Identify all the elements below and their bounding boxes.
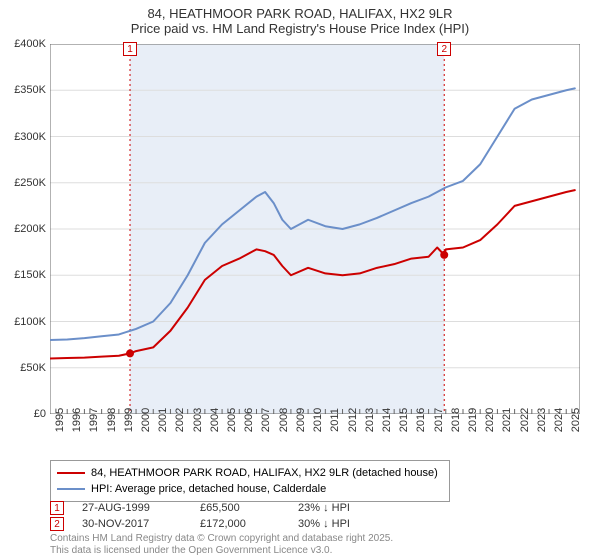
x-tick-label: 2013 bbox=[364, 408, 376, 432]
sale-point bbox=[440, 251, 448, 259]
legend-row: 84, HEATHMOOR PARK ROAD, HALIFAX, HX2 9L… bbox=[57, 465, 443, 481]
y-axis: £0£50K£100K£150K£200K£250K£300K£350K£400… bbox=[0, 44, 48, 414]
legend-label: 84, HEATHMOOR PARK ROAD, HALIFAX, HX2 9L… bbox=[91, 467, 438, 479]
y-tick-label: £0 bbox=[34, 408, 46, 420]
x-tick-label: 2020 bbox=[484, 408, 496, 432]
x-axis: 1995199619971998199920002001200220032004… bbox=[50, 418, 580, 458]
footer-line1: Contains HM Land Registry data © Crown c… bbox=[50, 533, 393, 545]
legend-label: HPI: Average price, detached house, Cald… bbox=[91, 483, 326, 495]
x-tick-label: 2017 bbox=[433, 408, 445, 432]
y-tick-label: £100K bbox=[14, 316, 46, 328]
chart-marker-badge: 2 bbox=[437, 42, 451, 56]
marker-price: £172,000 bbox=[200, 518, 280, 530]
y-tick-label: £250K bbox=[14, 177, 46, 189]
legend-swatch bbox=[57, 488, 85, 490]
title-line1: 84, HEATHMOOR PARK ROAD, HALIFAX, HX2 9L… bbox=[0, 6, 600, 21]
marker-date: 30-NOV-2017 bbox=[82, 518, 182, 530]
chart-container: 84, HEATHMOOR PARK ROAD, HALIFAX, HX2 9L… bbox=[0, 0, 600, 560]
x-tick-label: 2008 bbox=[278, 408, 290, 432]
footer-line2: This data is licensed under the Open Gov… bbox=[50, 545, 393, 557]
x-tick-label: 2004 bbox=[209, 408, 221, 432]
y-tick-label: £350K bbox=[14, 84, 46, 96]
title-line2: Price paid vs. HM Land Registry's House … bbox=[0, 21, 600, 36]
x-tick-label: 2014 bbox=[381, 408, 393, 432]
x-tick-label: 2002 bbox=[174, 408, 186, 432]
y-tick-label: £50K bbox=[20, 362, 46, 374]
marker-row: 2 30-NOV-2017 £172,000 30% ↓ HPI bbox=[50, 516, 550, 532]
y-tick-label: £200K bbox=[14, 223, 46, 235]
x-tick-label: 2012 bbox=[347, 408, 359, 432]
chart-area: 12 bbox=[50, 44, 580, 414]
marker-table: 1 27-AUG-1999 £65,500 23% ↓ HPI 2 30-NOV-2017… bbox=[50, 500, 550, 532]
marker-price: £65,500 bbox=[200, 502, 280, 514]
x-tick-label: 2000 bbox=[140, 408, 152, 432]
x-tick-label: 1998 bbox=[106, 408, 118, 432]
y-tick-label: £300K bbox=[14, 131, 46, 143]
x-tick-label: 2006 bbox=[243, 408, 255, 432]
x-tick-label: 1997 bbox=[88, 408, 100, 432]
x-tick-label: 2024 bbox=[553, 408, 565, 432]
x-tick-label: 2001 bbox=[157, 408, 169, 432]
title-block: 84, HEATHMOOR PARK ROAD, HALIFAX, HX2 9L… bbox=[0, 0, 600, 38]
sale-point bbox=[126, 349, 134, 357]
y-tick-label: £150K bbox=[14, 269, 46, 281]
x-tick-label: 2018 bbox=[450, 408, 462, 432]
chart-svg bbox=[50, 44, 580, 414]
legend-row: HPI: Average price, detached house, Cald… bbox=[57, 481, 443, 497]
legend-swatch bbox=[57, 472, 85, 474]
marker-date: 27-AUG-1999 bbox=[82, 502, 182, 514]
marker-diff: 30% ↓ HPI bbox=[298, 518, 398, 530]
x-tick-label: 1996 bbox=[71, 408, 83, 432]
chart-marker-badge: 1 bbox=[123, 42, 137, 56]
marker-diff: 23% ↓ HPI bbox=[298, 502, 398, 514]
x-tick-label: 1999 bbox=[123, 408, 135, 432]
x-tick-label: 2007 bbox=[260, 408, 272, 432]
x-tick-label: 2005 bbox=[226, 408, 238, 432]
legend: 84, HEATHMOOR PARK ROAD, HALIFAX, HX2 9L… bbox=[50, 460, 450, 502]
x-tick-label: 2021 bbox=[501, 408, 513, 432]
x-tick-label: 2022 bbox=[519, 408, 531, 432]
x-tick-label: 2015 bbox=[398, 408, 410, 432]
x-tick-label: 1995 bbox=[54, 408, 66, 432]
x-tick-label: 2009 bbox=[295, 408, 307, 432]
footer: Contains HM Land Registry data © Crown c… bbox=[50, 533, 393, 557]
marker-badge: 2 bbox=[50, 517, 64, 531]
x-tick-label: 2023 bbox=[536, 408, 548, 432]
x-tick-label: 2010 bbox=[312, 408, 324, 432]
x-tick-label: 2025 bbox=[570, 408, 582, 432]
x-tick-label: 2019 bbox=[467, 408, 479, 432]
x-tick-label: 2003 bbox=[192, 408, 204, 432]
x-tick-label: 2016 bbox=[415, 408, 427, 432]
marker-row: 1 27-AUG-1999 £65,500 23% ↓ HPI bbox=[50, 500, 550, 516]
y-tick-label: £400K bbox=[14, 38, 46, 50]
x-tick-label: 2011 bbox=[329, 408, 341, 432]
marker-badge: 1 bbox=[50, 501, 64, 515]
